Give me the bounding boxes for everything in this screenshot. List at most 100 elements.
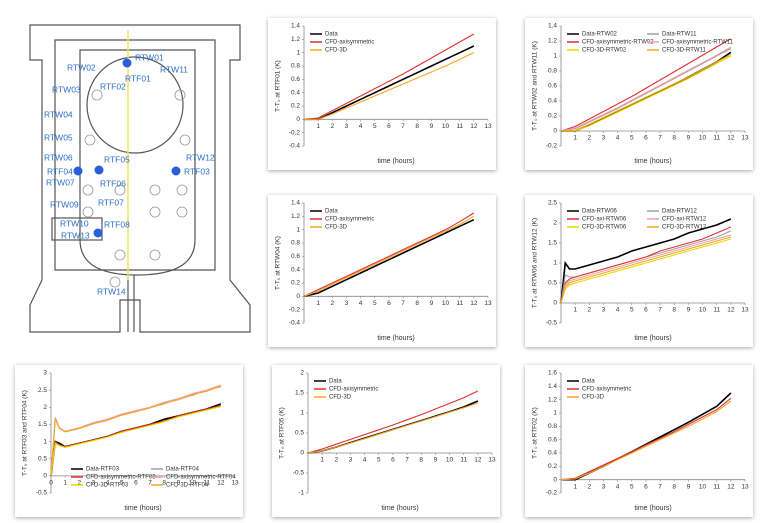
sensor-label: RTW01: [135, 52, 164, 62]
y-axis-label: T-T₀ at RTW02 and RTW11 (K): [532, 41, 539, 131]
x-tick-label: 5: [630, 135, 634, 142]
legend-label: Data: [325, 209, 338, 215]
legend-label: CFD-axisymmetric: [325, 40, 374, 46]
x-tick-label: 6: [387, 300, 391, 307]
x-tick-label: 10: [699, 307, 707, 314]
y-tick-label: -0.2: [546, 490, 558, 497]
legend: Data CFD-axisymmetric CFD-3D: [567, 379, 631, 401]
legend-label: Data-RTW11: [662, 32, 697, 38]
series-line: [560, 397, 732, 481]
x-tick-label: 2: [587, 307, 591, 314]
x-tick-label: 13: [741, 483, 749, 490]
y-tick-label: 2.5: [38, 387, 47, 394]
legend: Data-RTW02 Data-RTW11 CFD-axisymmetric-RTW…: [567, 32, 734, 54]
y-tick-label: 0.8: [291, 240, 300, 247]
x-tick-label: 4: [616, 483, 620, 490]
series-line: [303, 215, 475, 297]
legend-label: Data-RTF04: [166, 467, 200, 473]
diagram: RTW01 RTF01 RTW02 RTW11 RTF02 RTW03 RTW0…: [29, 24, 251, 333]
legend-label: Data-RTW06: [582, 209, 618, 215]
y-tick-label: 1: [553, 53, 557, 60]
series-line: [303, 33, 475, 120]
chart-panel: -0.4 -0.2 0 0.2 0.4 0.6 0.8 1 1.2 1.4 1 2 3 4 5 6 7 8 9 10 1…: [268, 18, 496, 170]
y-tick-label: 2: [553, 220, 557, 227]
chart-panel: -0.4 -0.2 0 0.2 0.4 0.6 0.8 1 1.2 1.4 1 2 3 4 5 6 7 8 9 10 1…: [268, 195, 496, 347]
y-axis-label: T-T₀ at RTF02 (K): [532, 407, 539, 459]
x-tick-label: 10: [189, 480, 197, 487]
sensor-label: RTF07: [98, 197, 124, 207]
x-tick-label: 1: [320, 457, 324, 464]
y-tick-label: 0: [553, 476, 557, 483]
x-tick-label: 5: [373, 123, 377, 130]
series-line: [304, 52, 475, 120]
x-tick-label: 13: [484, 300, 492, 307]
y-tick-label: 0: [300, 450, 304, 457]
y-tick-label: 1.2: [548, 38, 557, 45]
y-tick-label: -0.5: [293, 470, 305, 477]
x-tick-label: 5: [377, 457, 381, 464]
legend: Data CFD-axisymmetric CFD-3D: [314, 379, 378, 401]
series-line: [50, 405, 221, 476]
x-axis-label: time (hours): [381, 505, 418, 512]
series-line: [560, 226, 732, 304]
legend-label: CFD-3D: [329, 395, 352, 401]
y-tick-label: -0.5: [36, 490, 48, 497]
x-tick-label: 7: [148, 480, 152, 487]
sensor-label: RTF08: [104, 219, 130, 229]
x-tick-label: 9: [430, 123, 434, 130]
sensor-label: RTF05: [104, 154, 130, 164]
series-line: [50, 406, 221, 476]
series-line: [50, 386, 221, 476]
legend-label: CFD-axisymmetric: [325, 217, 374, 223]
x-tick-label: 1: [63, 480, 67, 487]
x-tick-label: 9: [430, 300, 434, 307]
x-tick-label: 3: [345, 123, 349, 130]
x-tick-label: 12: [470, 300, 478, 307]
series-line: [303, 212, 475, 297]
legend-label: Data-RTW02: [582, 32, 618, 38]
y-tick-label: 1.4: [291, 200, 300, 207]
x-tick-label: 5: [120, 480, 124, 487]
x-tick-label: 4: [363, 457, 367, 464]
sensor-label: RTW14: [97, 286, 126, 296]
sensor-label: RTW13: [61, 230, 90, 240]
x-tick-label: 6: [134, 480, 138, 487]
chart-panel: -1 -0.5 0 0.5 1 1.5 2 1 2 3 4 5 6 7 8 9 10 11 12 13 time (ho…: [272, 365, 500, 517]
x-tick-label: 8: [162, 480, 166, 487]
y-tick-label: 0.6: [291, 253, 300, 260]
chart-panel: -0.5 0 0.5 1 1.5 2 2.5 1 2 3 4 5 6 7 8 9 10 11 12 13 time (h…: [525, 195, 753, 347]
legend-label: CFD-axisymmetric-RTW02: [582, 40, 654, 46]
x-tick-label: 8: [415, 123, 419, 130]
y-tick-label: 0.6: [548, 83, 557, 90]
y-tick-label: -0.2: [289, 129, 301, 136]
legend-label: CFD-axisymmetric-RTF03: [86, 475, 156, 481]
sensor-label: RTF03: [184, 166, 210, 176]
y-axis-label: T-T₀ at RTW04 (K): [275, 236, 282, 290]
y-tick-label: 0.2: [291, 280, 300, 287]
legend-label: CFD-axisymmetric-RTF04: [166, 475, 236, 481]
y-tick-label: 0: [553, 128, 557, 135]
y-tick-label: 0.5: [548, 280, 557, 287]
x-tick-label: 11: [456, 123, 463, 130]
y-tick-label: 0.6: [291, 76, 300, 83]
x-tick-label: 5: [630, 483, 634, 490]
y-tick-label: 0.2: [548, 463, 557, 470]
y-tick-label: -1: [298, 490, 304, 497]
series-line: [560, 238, 731, 304]
sensor-label: RTW06: [44, 152, 73, 162]
x-tick-label: 8: [672, 135, 676, 142]
y-tick-label: 1.2: [548, 396, 557, 403]
x-tick-label: 13: [484, 123, 492, 130]
y-tick-label: 0.4: [291, 89, 300, 96]
y-tick-label: 1.2: [291, 213, 300, 220]
chart-panel: -0.2 0 0.2 0.4 0.6 0.8 1 1.2 1.4 1.6 1 2 3 4 5 6 7 8 9 10 11…: [525, 365, 753, 517]
sensor-label: RTF01: [125, 73, 151, 83]
x-tick-label: 3: [349, 457, 353, 464]
legend-label: CFD-axi-RTW06: [582, 217, 627, 223]
series-line: [307, 402, 479, 454]
legend-label: CFD-axi-RTW12: [662, 217, 707, 223]
y-tick-label: 0.8: [548, 68, 557, 75]
